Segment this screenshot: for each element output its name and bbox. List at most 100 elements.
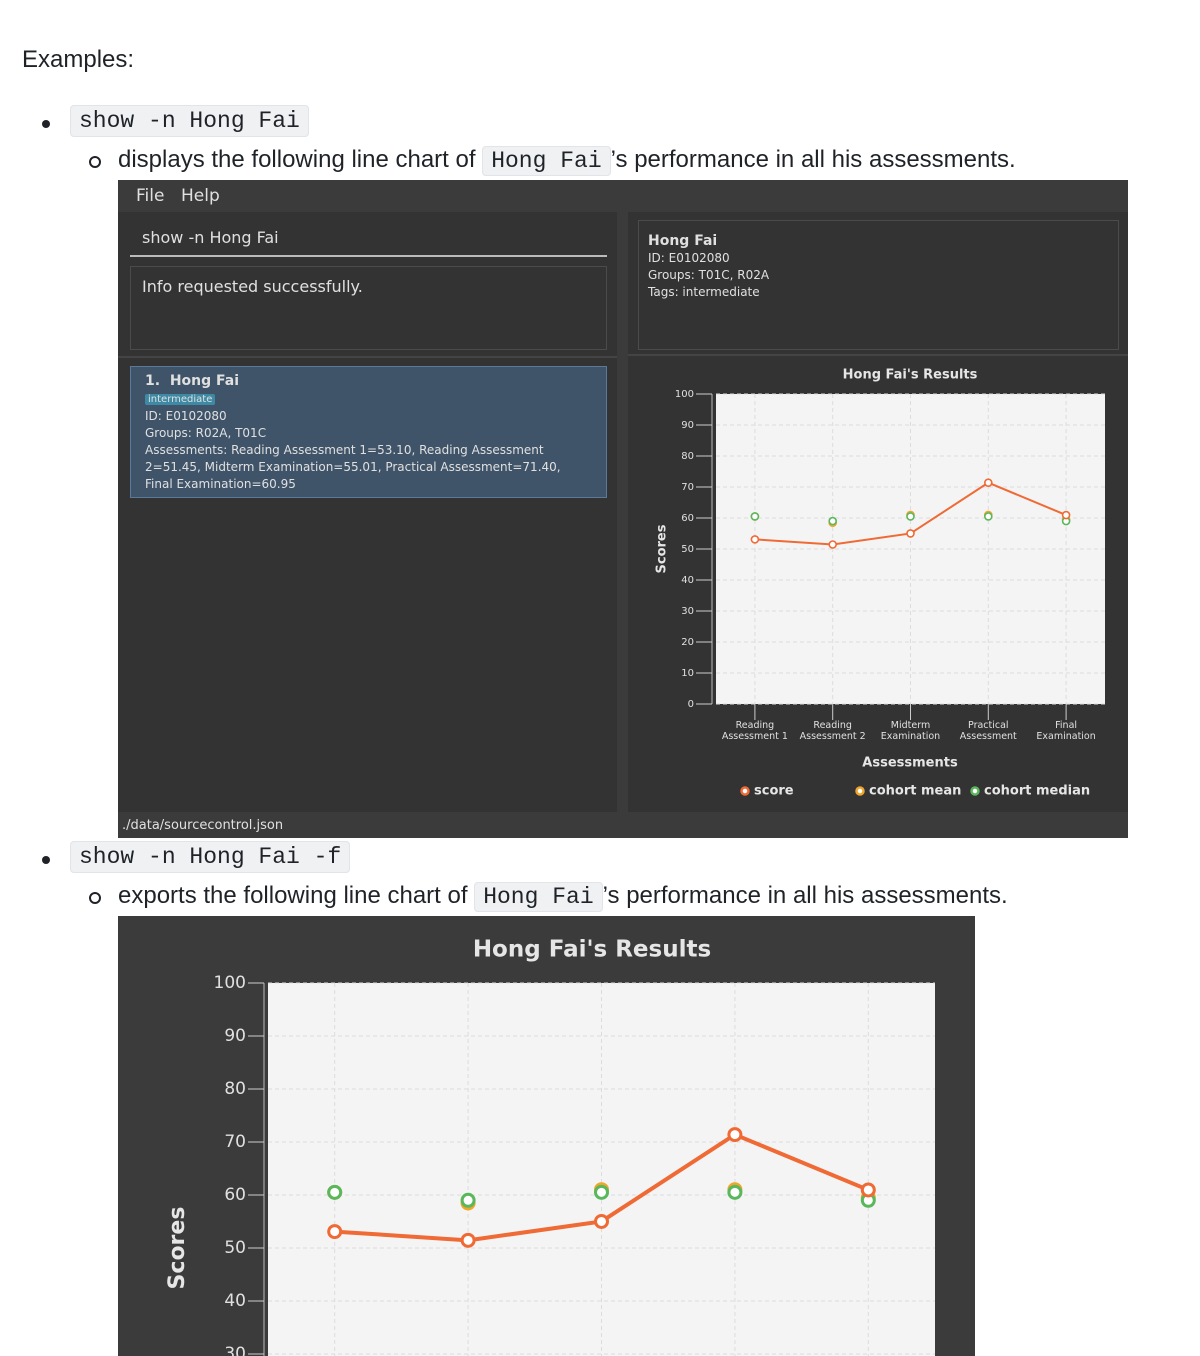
y-tick-label: 100 xyxy=(214,973,246,993)
y-axis-label: Scores xyxy=(165,1207,190,1290)
status-bar: ./data/sourcecontrol.json xyxy=(118,812,1128,838)
legend-label: score xyxy=(754,784,794,799)
y-tick-label: 100 xyxy=(675,389,694,400)
point xyxy=(460,1192,476,1208)
chart: Hong Fai's Results Reading Assessment 1 Re… xyxy=(655,368,1105,799)
card-name: Hong Fai xyxy=(169,373,239,389)
y-tick-label: 90 xyxy=(681,420,694,431)
point xyxy=(983,512,993,521)
menu-item[interactable]: File xyxy=(136,186,165,206)
point xyxy=(906,529,915,538)
exported-chart: Hong Fai's Results 30 40 50 60 70 80 90 100 Score… xyxy=(118,916,975,1356)
person-card[interactable]: 1. Hong Fai intermediate ID: E0102080 Gr… xyxy=(130,366,607,498)
result-box: Info requested successfully. xyxy=(130,266,607,350)
command-text: show -n Hong Fai xyxy=(142,228,279,247)
menu-item[interactable]: Help xyxy=(181,186,220,206)
chart-title: Hong Fai's Results xyxy=(843,368,978,383)
heading: Examples: xyxy=(22,46,135,73)
y-tick-label: 90 xyxy=(224,1026,246,1046)
y-tick-label: 30 xyxy=(681,606,694,617)
x-tick-label: Practical Assessment xyxy=(959,720,1017,742)
text: displays the following line chart of xyxy=(118,146,476,173)
y-tick-label: 80 xyxy=(681,451,694,462)
x-tick-label-box: Final Examination xyxy=(1036,720,1096,742)
card-assessments: Assessments: Reading Assessment 1=53.10,… xyxy=(145,443,561,491)
info-tags: Tags: intermediate xyxy=(648,285,760,299)
y-tick-label: 70 xyxy=(224,1132,246,1152)
sub-bullet xyxy=(89,892,101,904)
point xyxy=(828,540,837,549)
inline-code: Hong Fai xyxy=(474,882,603,912)
text: ’s performance in all his assessments. xyxy=(610,146,1016,173)
y-tick-label: 60 xyxy=(681,513,694,524)
command-code: show -n Hong Fai xyxy=(70,105,309,137)
x-axis-label: Assessments xyxy=(862,756,958,771)
point xyxy=(906,512,915,521)
x-tick-label-box: Reading Assessment 1 xyxy=(721,720,788,742)
text: exports the following line chart of xyxy=(118,882,468,909)
status-text: ./data/sourcecontrol.json xyxy=(122,818,284,833)
y-tick-label: 30 xyxy=(224,1344,246,1356)
point xyxy=(327,1184,343,1200)
legend-label: cohort median xyxy=(984,784,1090,799)
info-id: ID: E0102080 xyxy=(648,251,730,265)
y-tick-label: 50 xyxy=(681,544,694,555)
command-code: show -n Hong Fai -f xyxy=(70,841,351,873)
point xyxy=(594,1213,609,1229)
sub-bullet xyxy=(89,156,101,168)
point xyxy=(594,1184,609,1200)
description: exports the following line chart of Hong… xyxy=(118,882,1008,912)
tag: intermediate xyxy=(145,394,216,405)
y-tick-label: 60 xyxy=(224,1185,246,1205)
divider xyxy=(628,354,1128,356)
point xyxy=(460,1232,476,1248)
y-tick-label: 40 xyxy=(224,1291,246,1311)
x-tick-label-box: Practical Assessment xyxy=(959,720,1017,742)
legend-marker xyxy=(855,786,865,796)
point xyxy=(1061,510,1071,520)
left-panel xyxy=(118,212,617,812)
x-tick-label: Reading Assessment 2 xyxy=(799,720,866,742)
chart-title: Hong Fai's Results xyxy=(473,937,711,963)
x-tick-label: Reading Assessment 1 xyxy=(721,720,788,742)
y-tick-label: 10 xyxy=(681,668,694,679)
x-tick-label: Final Examination xyxy=(1036,720,1096,742)
card-id: ID: E0102080 xyxy=(145,409,227,423)
y-tick-label: 70 xyxy=(681,482,694,493)
card-groups: Groups: R02A, T01C xyxy=(145,426,267,440)
command-box[interactable]: show -n Hong Fai xyxy=(130,220,607,257)
app-screenshot: File Help show -n Hong Fai Info requeste… xyxy=(118,180,1128,838)
y-tick-label: 80 xyxy=(224,1079,246,1099)
inline-code: Hong Fai xyxy=(482,146,611,176)
y-tick-label: 0 xyxy=(688,699,694,710)
point xyxy=(983,478,993,487)
point xyxy=(750,512,760,521)
info-name: Hong Fai xyxy=(648,233,718,249)
bullet xyxy=(42,120,50,128)
info-groups: Groups: T01C, R02A xyxy=(648,268,770,282)
result-text: Info requested successfully. xyxy=(142,277,363,296)
bullet xyxy=(42,856,50,864)
point xyxy=(327,1224,343,1240)
point xyxy=(828,516,837,526)
point xyxy=(860,1182,876,1198)
y-tick-label: 50 xyxy=(224,1238,246,1258)
x-tick-label: Midterm Examination xyxy=(880,720,941,742)
x-tick-label-box: Reading Assessment 2 xyxy=(799,720,866,742)
legend-marker xyxy=(970,786,980,796)
y-tick-label: 20 xyxy=(681,637,694,648)
description: displays the following line chart of Hon… xyxy=(118,146,1016,176)
legend-marker xyxy=(740,786,750,796)
divider xyxy=(118,356,617,358)
card-index: 1. xyxy=(145,373,161,389)
info-panel: Hong Fai ID: E0102080 Groups: T01C, R02A… xyxy=(638,220,1119,350)
point xyxy=(750,535,760,544)
y-tick-label: 40 xyxy=(681,575,694,586)
x-tick-label-box: Midterm Examination xyxy=(880,720,941,742)
point xyxy=(727,1127,743,1143)
legend-label: cohort mean xyxy=(869,784,961,799)
point xyxy=(727,1184,743,1200)
text: ’s performance in all his assessments. xyxy=(602,882,1008,909)
y-axis-label: Scores xyxy=(655,524,670,573)
